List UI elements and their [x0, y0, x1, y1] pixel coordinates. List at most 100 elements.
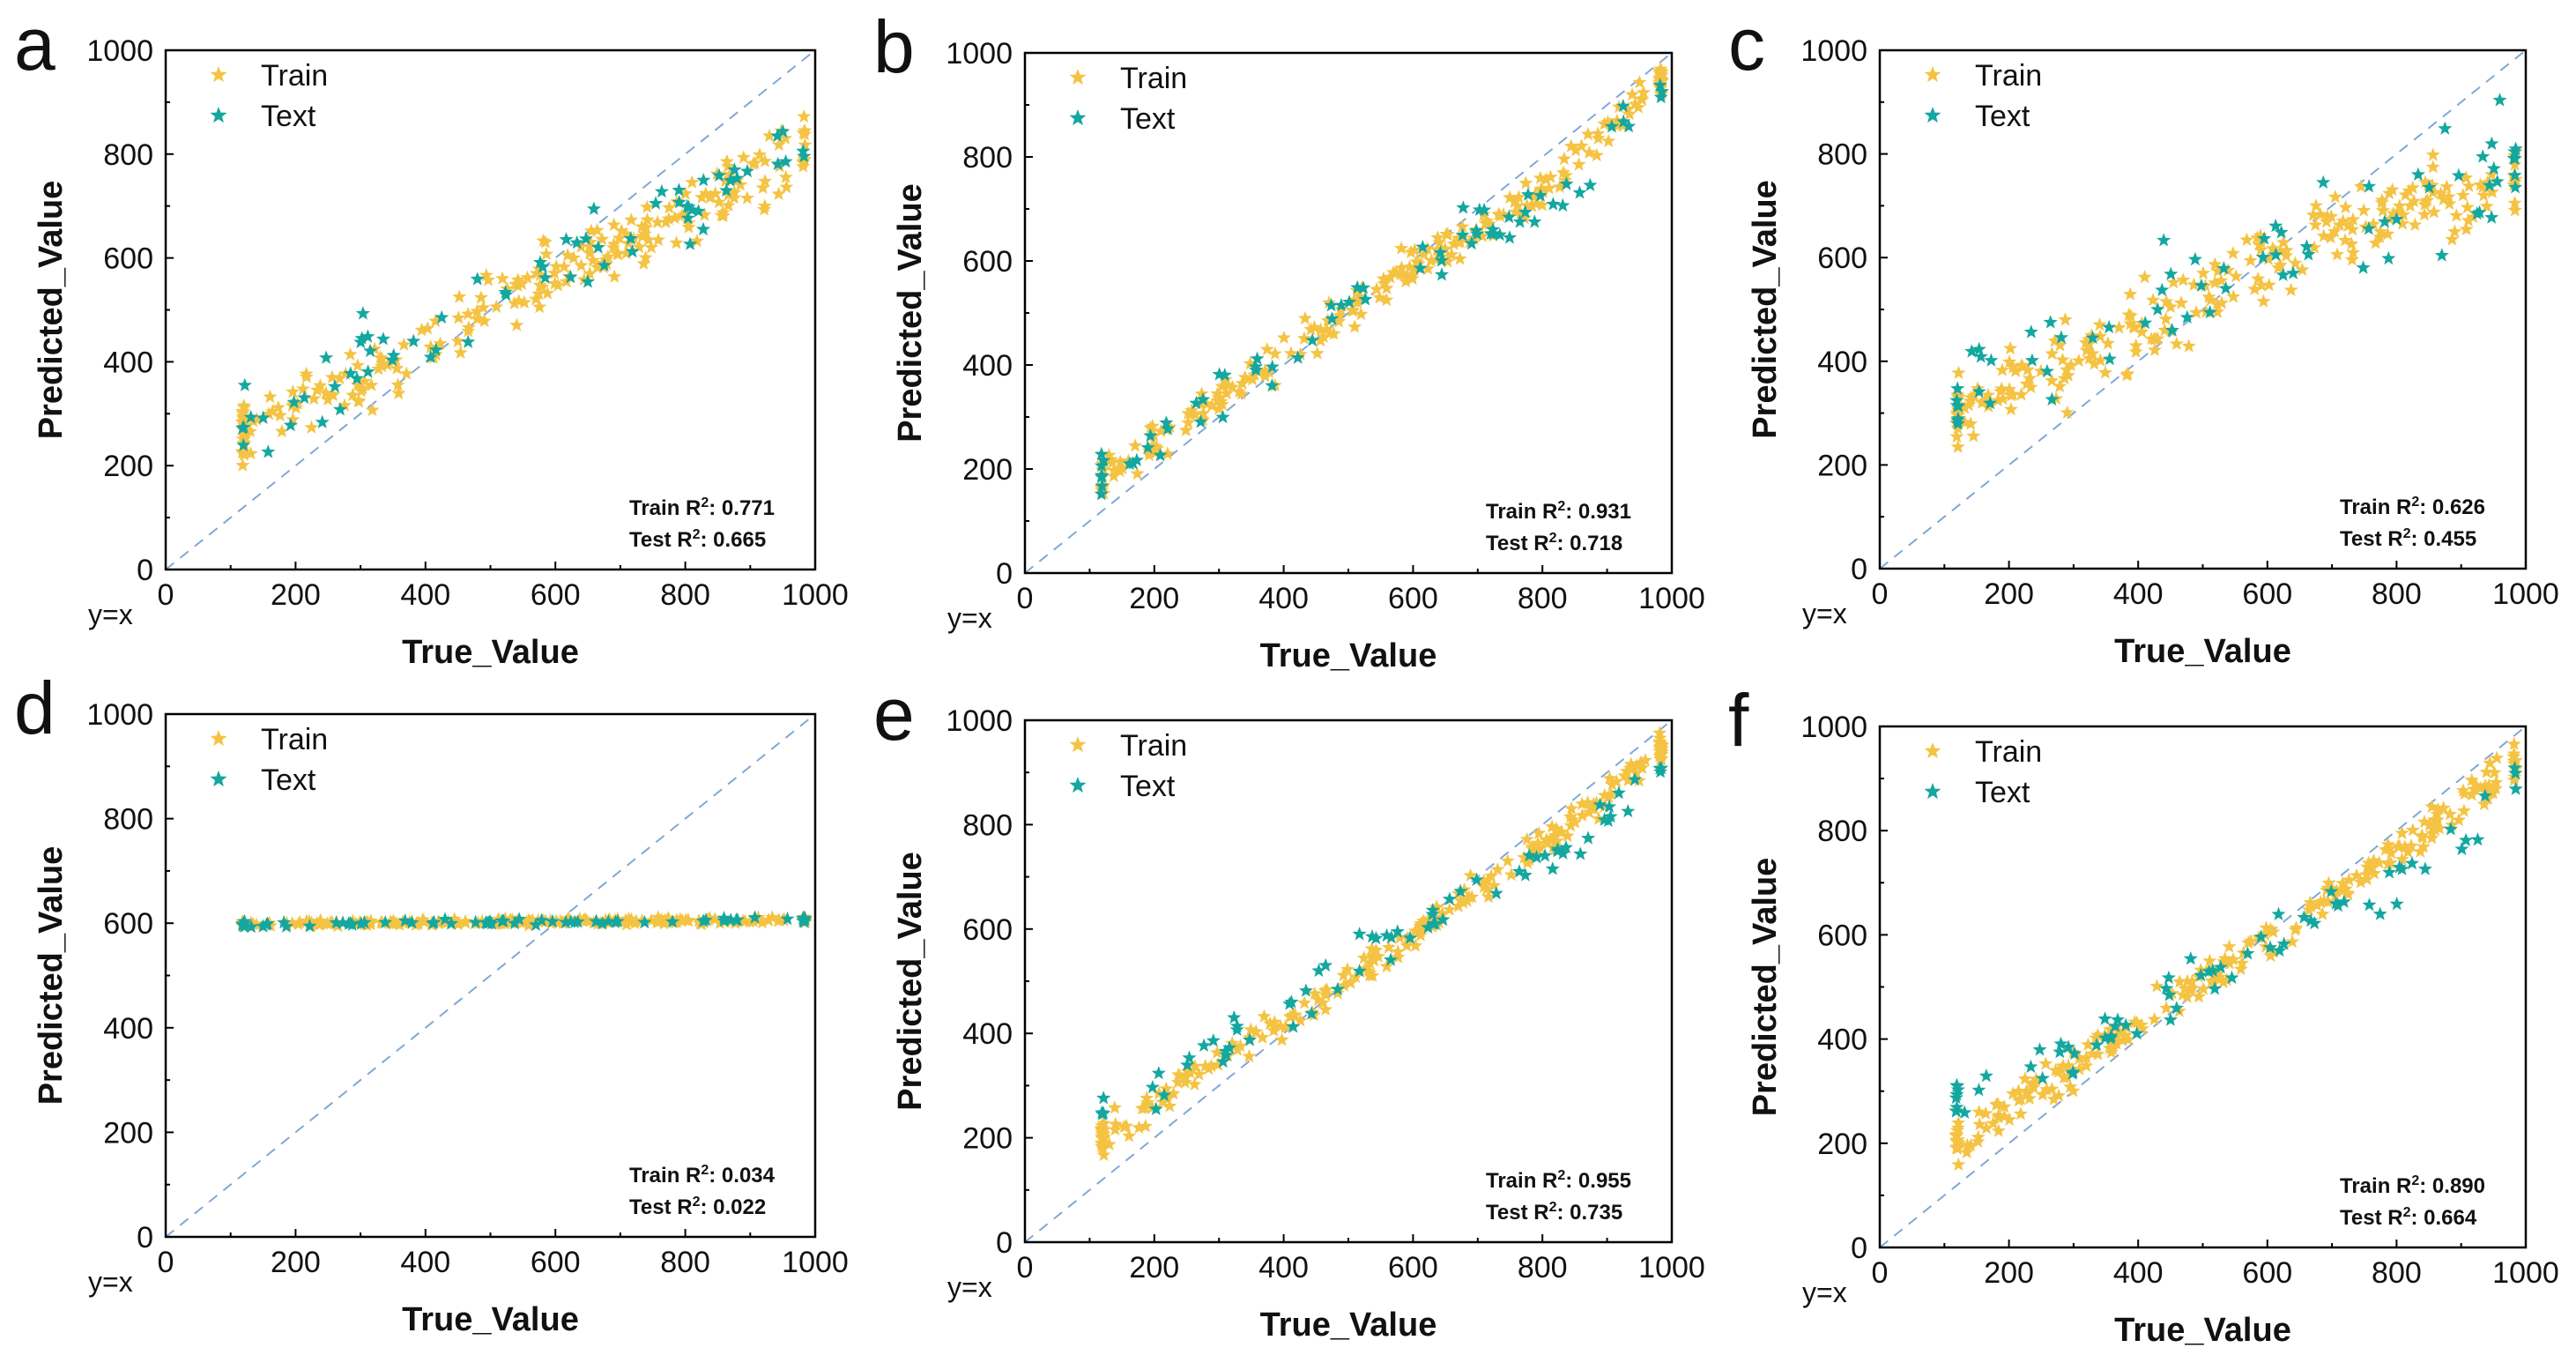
train-series	[1949, 736, 2523, 1171]
test-point	[1949, 1103, 1964, 1118]
train-point	[1210, 1045, 1225, 1059]
train-point	[621, 914, 636, 928]
train-point	[2397, 839, 2412, 853]
train-point	[2002, 1112, 2017, 1127]
r2-train-text: Train R2: 0.771	[629, 495, 775, 520]
train-point	[236, 398, 251, 413]
test-point	[2486, 160, 2501, 175]
panel-letter-e: e	[873, 673, 915, 756]
train-point	[1534, 197, 1549, 212]
train-point	[390, 361, 405, 375]
y-tick-label: 1000	[946, 704, 1013, 738]
test-point	[1592, 797, 1607, 811]
test-point	[727, 162, 742, 176]
panel-letter-b: b	[873, 5, 915, 88]
train-point	[718, 173, 733, 188]
train-point	[1113, 454, 1128, 468]
train-point	[1479, 216, 1494, 230]
train-point	[2480, 175, 2495, 190]
train-point	[727, 190, 742, 205]
legend-entry: Text	[1120, 770, 1176, 803]
train-point	[2407, 193, 2422, 208]
train-point	[1391, 944, 1406, 958]
train-point	[2105, 1041, 2120, 1056]
train-point	[798, 138, 813, 152]
train-point	[1172, 1068, 1187, 1083]
train-point	[650, 914, 664, 928]
test-point	[723, 173, 738, 187]
train-point	[1364, 941, 1379, 956]
train-point	[2335, 213, 2350, 227]
train-point	[1319, 322, 1334, 336]
train-point	[1476, 206, 1491, 221]
train-point	[641, 232, 656, 247]
train-point	[531, 261, 546, 275]
test-point	[1358, 292, 1373, 306]
train-point	[274, 423, 289, 438]
test-point	[581, 274, 596, 288]
train-point	[1951, 390, 1966, 405]
y-tick-label: 800	[962, 808, 1013, 842]
test-point	[2330, 897, 2346, 912]
test-point	[2484, 136, 2499, 150]
train-point	[551, 278, 566, 292]
train-point	[1625, 86, 1640, 101]
train-point	[1393, 266, 1408, 281]
train-point	[236, 411, 251, 426]
test-series	[1094, 78, 1669, 501]
train-point	[637, 227, 652, 241]
test-point	[2389, 897, 2404, 911]
test-point	[2164, 266, 2179, 280]
legend-marker-star-icon	[1069, 69, 1087, 86]
train-point	[2053, 338, 2067, 352]
legend-entry: Text	[261, 763, 316, 797]
train-point	[2424, 826, 2440, 840]
train-point	[681, 913, 696, 927]
train-point	[2341, 218, 2356, 232]
train-point	[2344, 252, 2359, 266]
train-point	[321, 391, 336, 406]
train-point	[1430, 230, 1445, 244]
test-point	[1550, 842, 1565, 856]
train-point	[2090, 1027, 2105, 1042]
train-series	[1949, 144, 2523, 453]
test-point	[507, 915, 522, 930]
test-point	[2362, 897, 2377, 912]
train-point	[2473, 177, 2488, 191]
train-point	[1411, 925, 1426, 939]
train-point	[681, 215, 696, 229]
train-point	[2327, 224, 2342, 238]
train-point	[2063, 357, 2078, 372]
test-point	[2067, 1046, 2082, 1061]
train-point	[2335, 875, 2350, 890]
train-point	[2345, 222, 2360, 236]
train-point	[1276, 330, 1291, 345]
r2-train-text: Train R2: 0.931	[1486, 499, 1631, 524]
test-point	[315, 414, 330, 428]
x-axis-label: True_Value	[1260, 637, 1437, 674]
train-point	[286, 384, 301, 398]
y-tick-label: 200	[962, 453, 1013, 487]
y-tick-label: 1000	[86, 698, 153, 732]
train-point	[1602, 771, 1617, 785]
test-point	[2508, 180, 2523, 194]
test-point	[2417, 861, 2432, 875]
train-point	[1322, 295, 1337, 309]
test-point	[695, 913, 711, 927]
train-point	[1205, 398, 1220, 413]
test-point	[2043, 315, 2058, 329]
test-point	[724, 912, 739, 927]
train-point	[2263, 921, 2278, 935]
test-point	[1290, 350, 1305, 364]
train-point	[1379, 292, 1394, 307]
test-point	[2381, 250, 2396, 265]
train-point	[2380, 837, 2395, 851]
test-point	[637, 914, 652, 929]
x-tick-label: 800	[1518, 582, 1568, 615]
train-point	[351, 392, 366, 407]
train-point	[476, 300, 491, 314]
test-series	[1949, 760, 2523, 1119]
train-point	[2447, 224, 2462, 238]
train-point	[2366, 216, 2381, 231]
test-point	[1455, 227, 1470, 242]
